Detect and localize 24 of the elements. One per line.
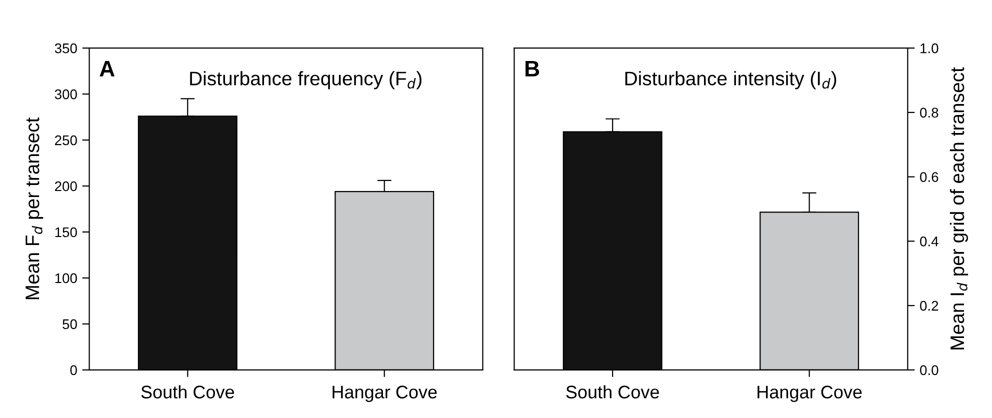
x-tick-label: Hangar Cove bbox=[758, 386, 862, 402]
y-axis-title: Mean F$_{d}$ per transect bbox=[26, 117, 44, 300]
y2-tick-label: 0.8 bbox=[920, 108, 938, 118]
annotation: B bbox=[526, 61, 540, 76]
x-tick-label: South Cove bbox=[566, 385, 659, 398]
y2-tick-label: 0.6 bbox=[920, 172, 938, 182]
text: Disturbance intensity (I$_{d}$) bbox=[625, 71, 836, 90]
y-tick-label: 200 bbox=[55, 181, 77, 192]
x-tick-label: South Cove bbox=[141, 385, 234, 398]
y2-tick-label: 0.4 bbox=[920, 236, 938, 246]
y-tick-label: 250 bbox=[55, 135, 77, 146]
x-tick-label: Hangar Cove bbox=[332, 386, 437, 402]
y-tick-label: 100 bbox=[55, 273, 77, 284]
y2-tick-label: 1.0 bbox=[920, 43, 938, 54]
annotation: A bbox=[100, 61, 115, 76]
y2-tick-label: 0.0 bbox=[920, 365, 938, 376]
y-tick-label: 150 bbox=[55, 227, 77, 238]
text: Disturbance frequency (F$_{d}$) bbox=[190, 71, 422, 90]
y-tick-label: 350 bbox=[54, 43, 77, 54]
y2-axis-title: Mean I$_{d}$ per grid of each transect bbox=[950, 67, 968, 350]
y-tick-label: 50 bbox=[62, 319, 77, 330]
y-tick-label: 0 bbox=[70, 365, 77, 376]
y-tick-label: 300 bbox=[54, 89, 77, 100]
y2-tick-label: 0.2 bbox=[920, 300, 938, 311]
